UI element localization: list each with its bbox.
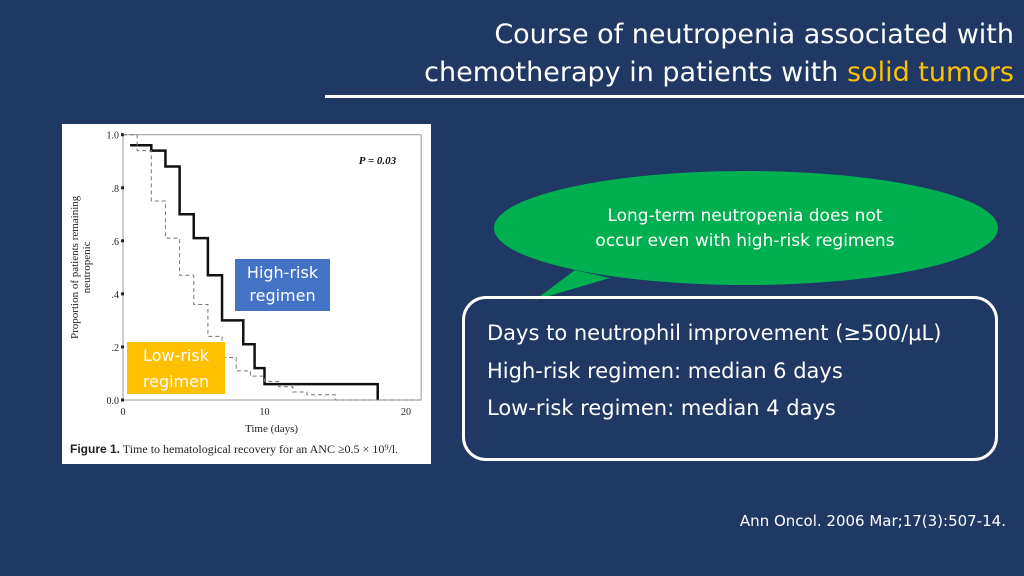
callout-tail bbox=[535, 270, 610, 300]
high-risk-label-1: High-risk bbox=[246, 263, 319, 282]
title-rule bbox=[325, 95, 1024, 98]
y-tick bbox=[121, 239, 124, 243]
y-tick bbox=[121, 292, 124, 296]
y-tick-label: 0.0 bbox=[107, 396, 120, 407]
callout-bubble bbox=[494, 171, 998, 285]
x-tick-label: 10 bbox=[260, 407, 270, 418]
plot-frame bbox=[122, 134, 422, 401]
summary-line-2: High-risk regimen: median 6 days bbox=[487, 359, 843, 383]
summary-box: Days to neutrophil improvement (≥500/μL)… bbox=[462, 296, 998, 461]
citation: Ann Oncol. 2006 Mar;17(3):507-14. bbox=[739, 512, 1006, 530]
p-value-annotation: P = 0.03 bbox=[359, 155, 397, 167]
y-tick bbox=[121, 133, 124, 137]
caption-text: Time to hematological recovery for an AN… bbox=[120, 442, 399, 456]
x-axis-label: Time (days) bbox=[245, 423, 298, 435]
y-tick-label: .2 bbox=[112, 343, 120, 354]
y-tick bbox=[121, 186, 124, 190]
low-risk-label: Low-risk regimen bbox=[127, 342, 225, 394]
title-line-1: Course of neutropenia associated with bbox=[494, 19, 1014, 50]
title-highlight: solid tumors bbox=[847, 57, 1014, 88]
title-line-2: chemotherapy in patients with solid tumo… bbox=[424, 54, 1014, 92]
y-tick-label: 1.0 bbox=[107, 131, 120, 142]
slide-title: Course of neutropenia associated with ch… bbox=[424, 16, 1014, 92]
figure-caption: Figure 1. Time to hematological recovery… bbox=[70, 442, 398, 457]
x-tick-label: 0 bbox=[121, 407, 126, 418]
series-line-high-risk bbox=[130, 144, 379, 400]
y-axis-label: Proportion of patients remainingneutrope… bbox=[69, 195, 93, 339]
caption-bold: Figure 1. bbox=[70, 442, 121, 456]
summary-line-3: Low-risk regimen: median 4 days bbox=[487, 396, 836, 420]
y-tick bbox=[121, 398, 124, 402]
y-tick-label: .8 bbox=[112, 184, 120, 195]
low-risk-label-1: Low-risk bbox=[143, 346, 209, 365]
y-tick-label: .6 bbox=[112, 237, 120, 248]
callout-line-1: Long-term neutropenia does not bbox=[607, 206, 883, 226]
high-risk-label: High-risk regimen bbox=[235, 259, 330, 311]
low-risk-label-2: regimen bbox=[142, 372, 210, 391]
summary-line-1: Days to neutrophil improvement (≥500/μL) bbox=[487, 321, 942, 345]
title-line-2-text: chemotherapy in patients with bbox=[424, 57, 847, 88]
callout-line-2: occur even with high-risk regimens bbox=[595, 231, 895, 251]
y-tick bbox=[121, 345, 124, 349]
high-risk-label-2: regimen bbox=[249, 286, 316, 305]
series-line-low-risk bbox=[123, 134, 421, 401]
callout-text: Long-term neutropenia does not occur eve… bbox=[560, 204, 930, 254]
y-tick-label: .4 bbox=[112, 290, 120, 301]
x-tick-label: 20 bbox=[401, 407, 411, 418]
km-chart: 0.0 .2 .4 .6 .8 1.0 0 10 20 Time (days) Proportion… bbox=[69, 131, 422, 435]
